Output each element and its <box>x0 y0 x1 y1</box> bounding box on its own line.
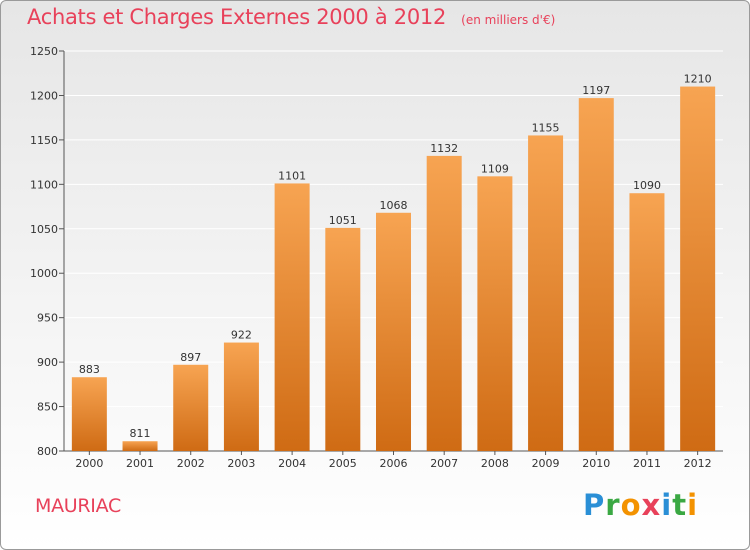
logo-letter: i <box>687 488 699 522</box>
y-tick-label: 950 <box>37 312 58 325</box>
logo-letter: r <box>605 488 621 522</box>
x-tick-label: 2005 <box>329 457 357 470</box>
bar-value-label: 883 <box>79 363 100 376</box>
bar-value-label: 897 <box>180 351 201 364</box>
x-tick-label: 2006 <box>380 457 408 470</box>
x-tick-label: 2009 <box>532 457 560 470</box>
bar-value-label: 1090 <box>633 179 661 192</box>
x-tick-label: 2000 <box>75 457 103 470</box>
y-tick-label: 1000 <box>30 267 58 280</box>
y-tick-label: 1150 <box>30 134 58 147</box>
x-tick-label: 2004 <box>278 457 306 470</box>
bar-value-label: 1155 <box>532 121 560 134</box>
x-tick-label: 2001 <box>126 457 154 470</box>
bar <box>376 212 411 451</box>
bar <box>325 227 361 451</box>
chart-title: Achats et Charges Externes 2000 à 2012 <box>27 5 447 29</box>
x-tick-label: 2007 <box>430 457 458 470</box>
proxiti-logo: Proxiti <box>583 488 698 522</box>
logo-letter: t <box>672 488 688 522</box>
bar-value-label: 1197 <box>582 84 610 97</box>
bar <box>629 193 665 451</box>
y-tick-label: 1200 <box>30 89 58 102</box>
bar-value-label: 1101 <box>278 169 306 182</box>
bar <box>477 176 513 452</box>
y-tick-label: 850 <box>37 401 58 414</box>
y-tick-label: 1050 <box>30 223 58 236</box>
logo-letter: i <box>661 488 673 522</box>
y-tick-label: 1100 <box>30 178 58 191</box>
x-tick-label: 2012 <box>684 457 712 470</box>
bar <box>223 342 259 451</box>
commune-name: MAURIAC <box>35 495 121 517</box>
bar-value-label: 1051 <box>329 214 357 227</box>
x-tick-label: 2008 <box>481 457 509 470</box>
logo-letter: o <box>620 488 642 522</box>
y-tick-label: 800 <box>37 445 58 458</box>
bar-value-label: 1210 <box>684 73 712 86</box>
bar-value-label: 1109 <box>481 162 509 175</box>
y-tick-label: 1250 <box>30 45 58 58</box>
chart-subtitle: (en milliers d'€) <box>461 13 556 27</box>
bar <box>426 155 462 451</box>
bar-value-label: 922 <box>231 329 252 342</box>
title-row: Achats et Charges Externes 2000 à 2012 (… <box>27 5 555 29</box>
logo-letter: P <box>583 488 606 522</box>
bar <box>274 183 310 451</box>
bar-value-label: 1132 <box>430 142 458 155</box>
x-tick-label: 2002 <box>177 457 205 470</box>
bar <box>680 86 716 452</box>
bar-value-label: 811 <box>130 427 151 440</box>
x-tick-label: 2011 <box>633 457 661 470</box>
bar-value-label: 1068 <box>380 199 408 212</box>
y-tick-label: 900 <box>37 356 58 369</box>
bar <box>173 364 209 451</box>
bar <box>122 441 158 451</box>
bar <box>71 377 107 451</box>
logo-letter: x <box>641 488 662 522</box>
x-tick-label: 2003 <box>227 457 255 470</box>
bar <box>528 135 564 451</box>
bar <box>578 98 614 451</box>
x-tick-label: 2010 <box>582 457 610 470</box>
